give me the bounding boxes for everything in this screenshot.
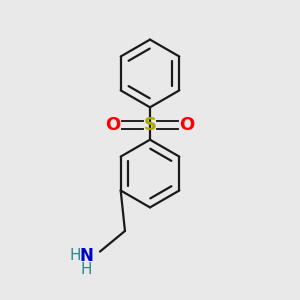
Text: O: O — [106, 116, 121, 134]
Text: H: H — [70, 248, 81, 263]
Text: O: O — [179, 116, 194, 134]
Text: H: H — [81, 262, 92, 277]
Text: S: S — [143, 116, 157, 134]
Text: N: N — [80, 247, 94, 265]
